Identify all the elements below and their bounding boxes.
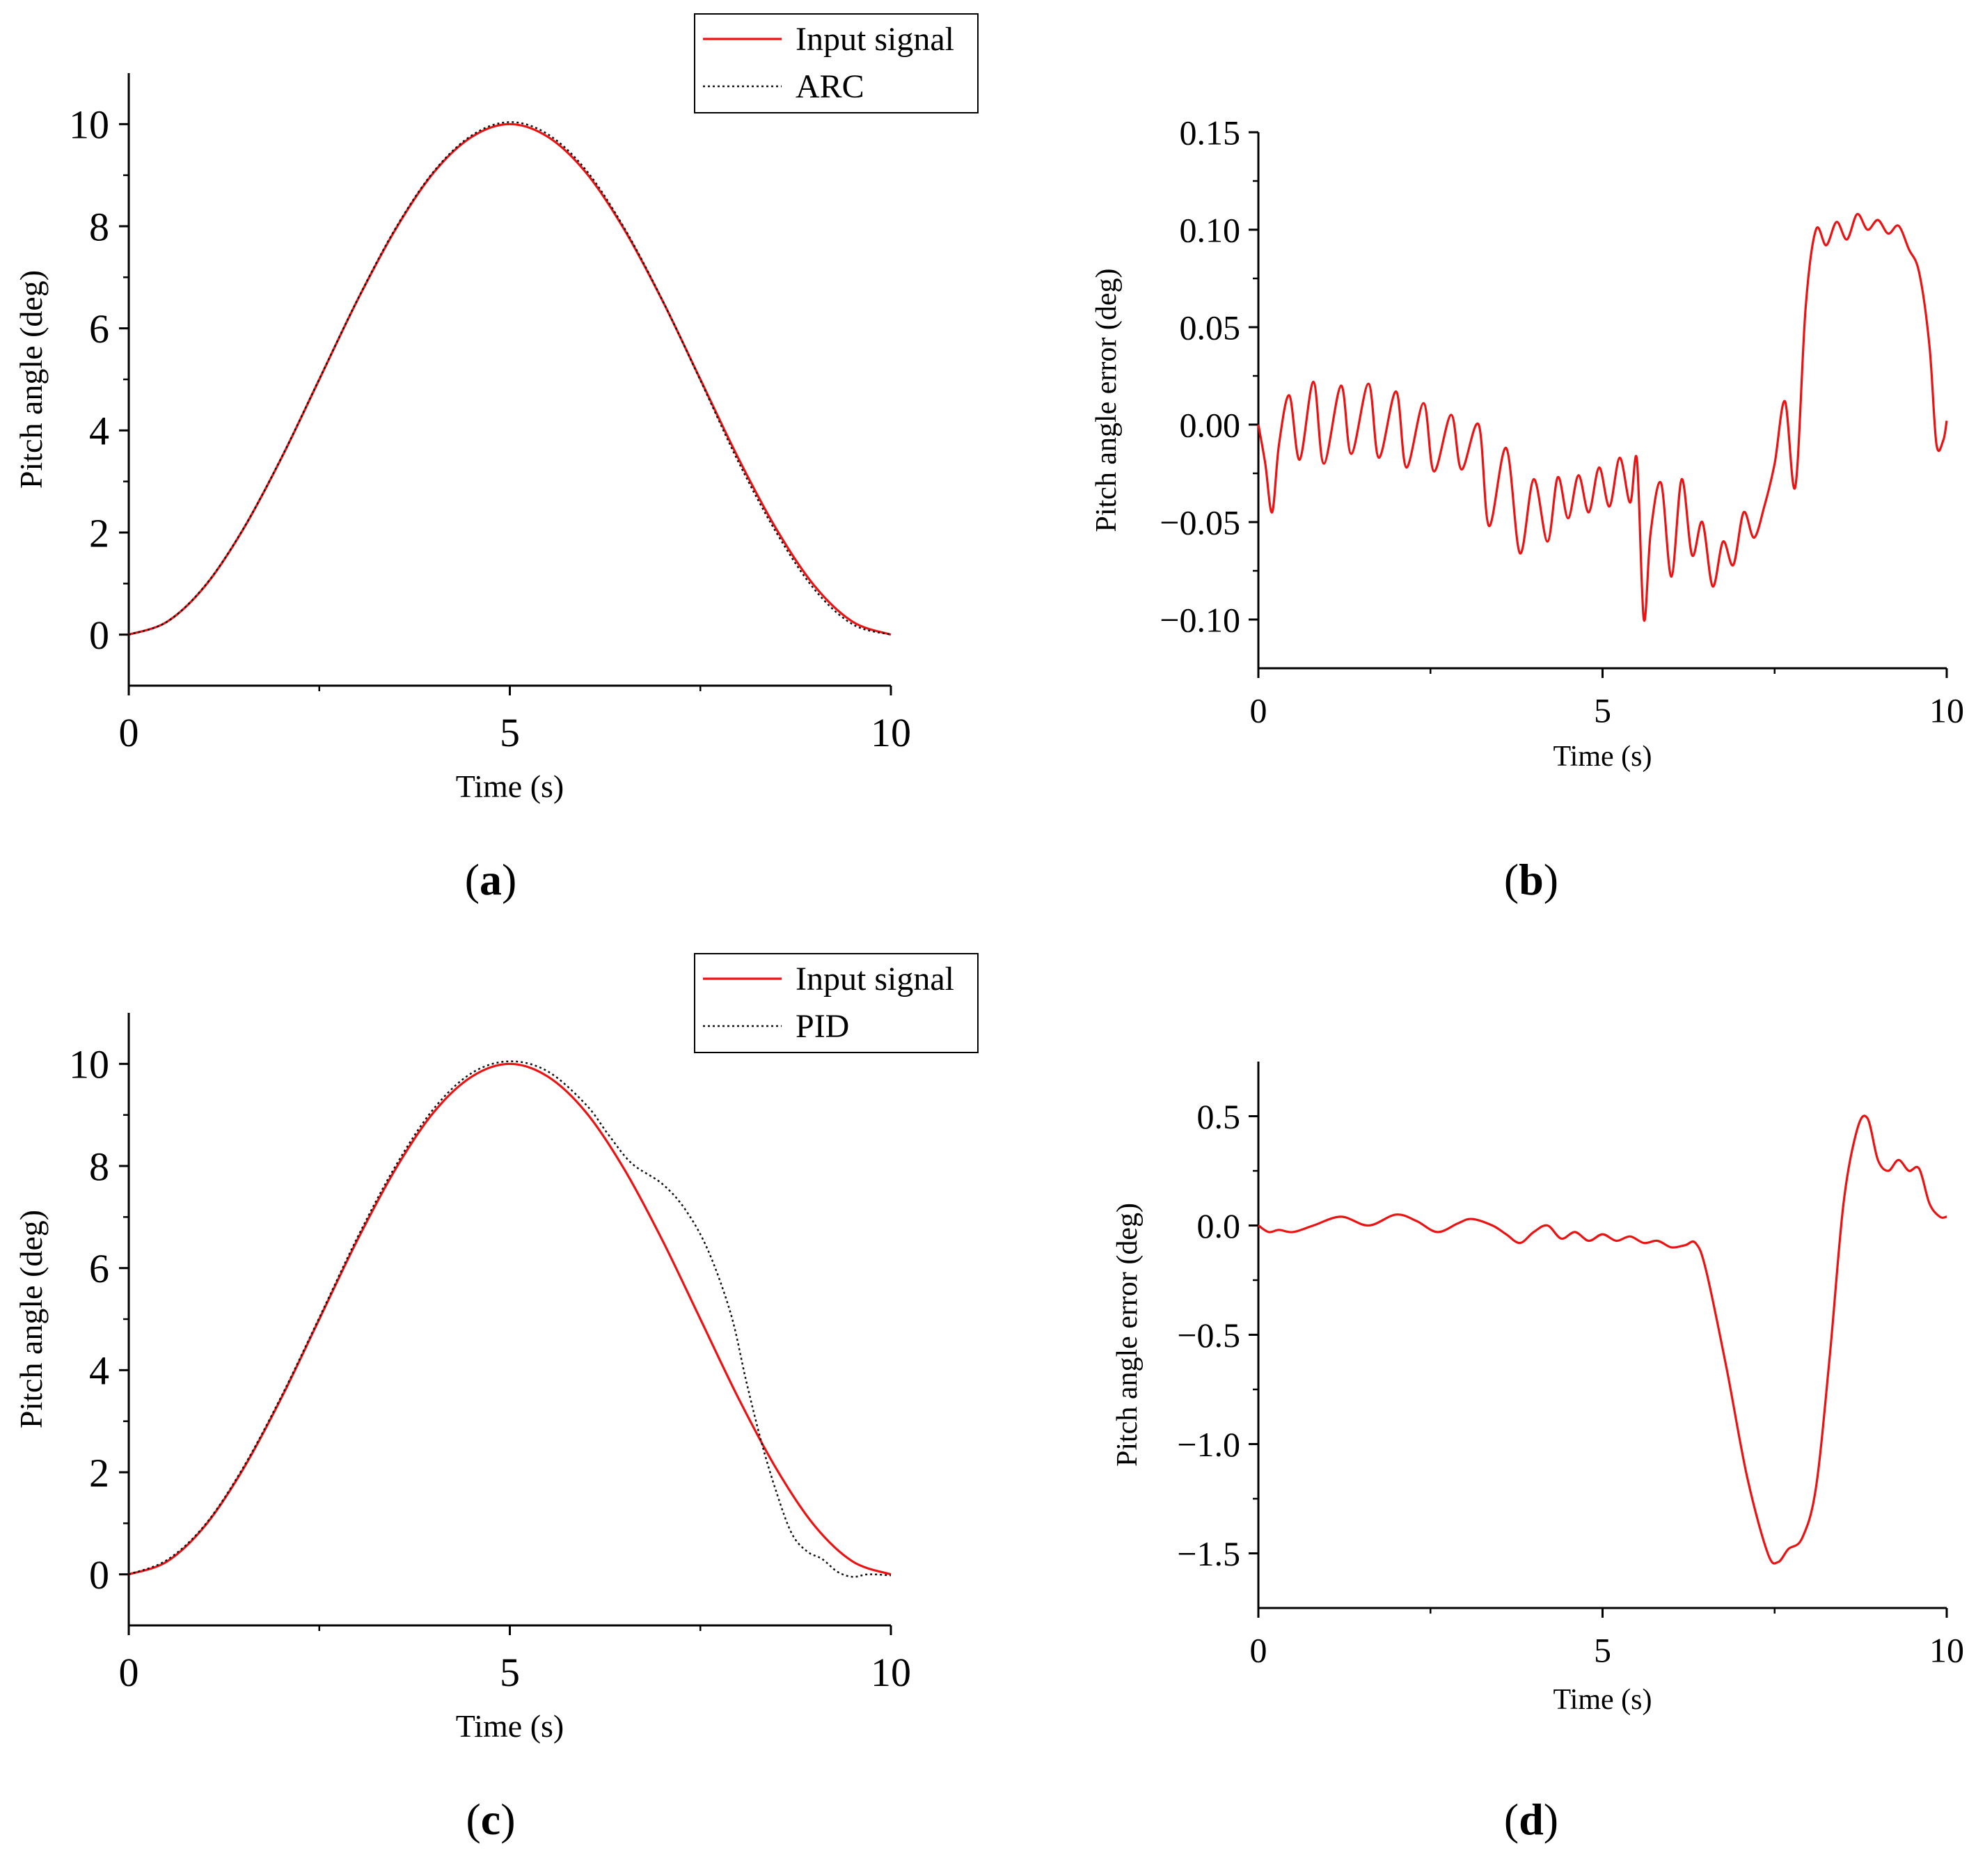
legend-label: PID (796, 1008, 849, 1045)
y-tick-label: 8 (89, 204, 109, 249)
y-tick-label: 10 (69, 102, 109, 148)
x-tick-label: 5 (1594, 1631, 1611, 1670)
y-tick-label: −1.0 (1177, 1425, 1240, 1464)
panel-label: (c) (466, 1795, 515, 1844)
y-tick-label: 4 (89, 409, 109, 454)
x-tick-label: 5 (500, 710, 520, 755)
legend: Input signal PID (694, 953, 979, 1053)
x-tick-label: 10 (1929, 1631, 1964, 1670)
x-tick-label: 5 (500, 1650, 520, 1695)
legend-label: ARC (796, 68, 864, 105)
x-tick-label: 0 (1250, 1631, 1267, 1670)
x-axis-label: Time (s) (1553, 1684, 1652, 1716)
series-line-pid (128, 1060, 892, 1578)
y-tick-label: 6 (89, 1246, 109, 1291)
series-line-arc (128, 121, 892, 636)
legend-box (694, 13, 979, 113)
y-axis-label: Pitch angle (deg) (13, 270, 49, 489)
y-tick-label: 0.05 (1180, 308, 1241, 347)
y-tick-label: −0.5 (1177, 1316, 1240, 1355)
y-tick-label: 2 (89, 510, 109, 555)
y-tick-label: 0.0 (1197, 1206, 1241, 1245)
series-line-input-signal (128, 1062, 892, 1576)
y-tick-label: 2 (89, 1450, 109, 1495)
chart-panel-a: 0 5 10 0 2 4 6 8 10 Time (s) Pitch angle (deg) Inpu… (13, 13, 979, 904)
y-axis-label: Pitch angle (deg) (13, 1210, 49, 1428)
x-tick-label: 10 (1929, 691, 1964, 730)
y-tick-label: −0.05 (1160, 503, 1240, 542)
x-tick-label: 0 (1250, 691, 1267, 730)
legend: Input signal ARC (694, 13, 979, 113)
legend-label: Input signal (796, 961, 954, 998)
y-tick-label: 6 (89, 306, 109, 352)
panel-label: (a) (465, 855, 517, 904)
y-axis-label: Pitch angle error (deg) (1112, 1203, 1144, 1467)
chart-panel-d: 0 5 10 −1.5 −1.0 −0.5 0.0 0.5 Time (s) Pitch angl… (1112, 1062, 1964, 1844)
series-line-pitch-angle-error (1258, 1114, 1947, 1565)
y-tick-label: 4 (89, 1348, 109, 1394)
panel-label: (b) (1504, 855, 1558, 904)
y-tick-label: 0 (89, 613, 109, 658)
x-tick-label: 5 (1594, 691, 1611, 730)
x-axis-label: Time (s) (456, 768, 564, 804)
legend-box (694, 953, 979, 1053)
x-tick-label: 10 (871, 1650, 911, 1695)
y-tick-label: 0.10 (1180, 211, 1241, 250)
y-tick-label: 0.15 (1180, 113, 1241, 152)
series-line-pitch-angle-error (1257, 213, 1948, 622)
panel-label: (d) (1504, 1795, 1558, 1844)
y-tick-label: 0.5 (1197, 1097, 1241, 1136)
chart-panel-c: 0 5 10 0 2 4 6 8 10 Time (s) Pitch angle (deg) Inpu… (13, 953, 979, 1844)
y-tick-label: 8 (89, 1144, 109, 1189)
y-axis-label: Pitch angle error (deg) (1091, 268, 1123, 532)
x-axis-label: Time (s) (1553, 741, 1652, 773)
y-tick-label: −0.10 (1160, 601, 1240, 640)
x-tick-label: 0 (119, 1650, 139, 1695)
x-tick-label: 10 (871, 710, 911, 755)
chart-panel-b: 0 5 10 −0.10 −0.05 0.00 0.05 0.10 0.15 Time (s) Pi… (1091, 113, 1964, 905)
series-line-input-signal (128, 123, 892, 636)
x-axis-label: Time (s) (456, 1708, 564, 1744)
y-tick-label: 0 (89, 1552, 109, 1598)
legend-label: Input signal (796, 21, 954, 58)
y-tick-label: 10 (69, 1042, 109, 1087)
x-tick-label: 0 (119, 710, 139, 755)
y-tick-label: −1.5 (1177, 1534, 1240, 1573)
y-tick-label: 0.00 (1180, 406, 1241, 445)
